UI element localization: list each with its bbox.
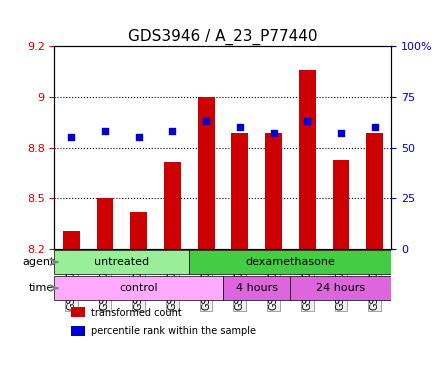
Bar (130, 212, 147, 249)
Point (270, 130, 276, 136)
Point (68, 134, 75, 141)
Text: transformed count: transformed count (91, 308, 182, 318)
Bar (197, 97, 214, 249)
Point (303, 118, 310, 124)
Bar (264, 133, 281, 249)
Bar (96, 198, 113, 249)
Title: GDS3946 / A_23_P77440: GDS3946 / A_23_P77440 (128, 28, 317, 45)
Point (236, 124, 243, 130)
Text: percentile rank within the sample: percentile rank within the sample (91, 326, 256, 336)
FancyBboxPatch shape (189, 250, 391, 274)
Text: control: control (119, 283, 158, 293)
Point (168, 128, 175, 134)
Bar (231, 133, 248, 249)
Point (337, 130, 344, 136)
Text: time: time (29, 283, 54, 293)
FancyBboxPatch shape (54, 250, 189, 274)
FancyBboxPatch shape (54, 276, 223, 300)
Point (135, 134, 142, 141)
FancyBboxPatch shape (290, 276, 391, 300)
Bar (332, 160, 349, 249)
Text: agent: agent (22, 257, 54, 267)
Point (101, 128, 108, 134)
Point (370, 124, 377, 130)
Bar (298, 70, 315, 249)
Text: 4 hours: 4 hours (235, 283, 277, 293)
Bar (71, 307, 85, 318)
Text: dexamethasone: dexamethasone (245, 257, 335, 267)
Bar (365, 133, 382, 249)
Bar (164, 162, 181, 249)
Point (202, 118, 209, 124)
Text: 24 hours: 24 hours (316, 283, 365, 293)
Text: untreated: untreated (94, 257, 149, 267)
Bar (62, 231, 79, 249)
FancyBboxPatch shape (223, 276, 290, 300)
Bar (71, 326, 85, 336)
